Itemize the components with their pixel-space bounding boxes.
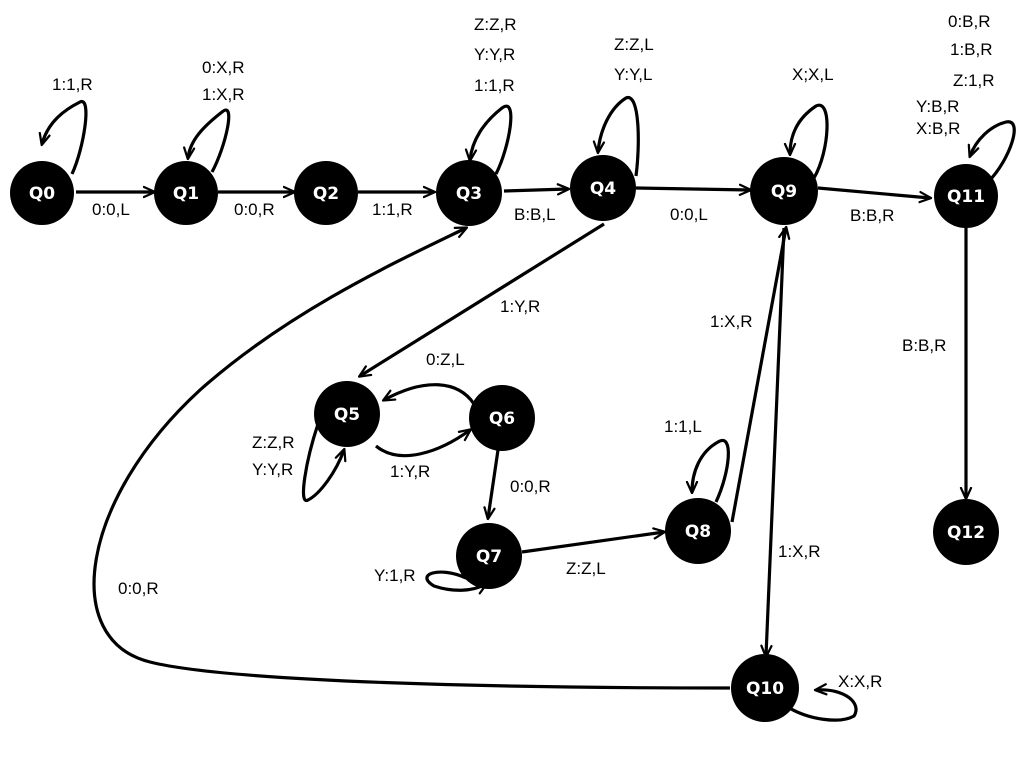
label-q4-q9: 0:0,L <box>670 205 708 224</box>
label-q4-q5: 1:Y,R <box>500 297 540 316</box>
edge-q4-self-loop <box>592 96 640 177</box>
label-q8-q9: 1:X,R <box>710 312 753 331</box>
edge-q1-self-loop <box>182 108 231 173</box>
state-q3-label: Q3 <box>456 184 482 204</box>
label-q3-self-3: 1:1,R <box>474 76 515 95</box>
label-q11-q12: B:B,R <box>902 336 946 355</box>
label-q6-q5: 0:Z,L <box>426 350 465 369</box>
label-q4-self-2: Y:Y,L <box>614 65 652 84</box>
label-q11-self-4: Y:B,R <box>916 97 959 116</box>
label-q10-self: X:X,R <box>838 672 882 691</box>
label-q7-q8: Z:Z,L <box>566 559 606 578</box>
state-q10: Q10 <box>731 654 799 722</box>
state-q4-label: Q4 <box>590 179 616 199</box>
edge-q10-self-loop <box>785 683 858 722</box>
edge-q5-to-q6 <box>374 428 473 458</box>
edge-q8-to-q9 <box>730 225 791 523</box>
label-q0-self: 1:1,R <box>52 75 93 94</box>
label-q3-self-2: Y:Y,R <box>474 45 515 64</box>
edge-q7-self-loop <box>425 570 489 595</box>
state-q12: Q12 <box>933 499 999 565</box>
state-q5: Q5 <box>314 381 380 447</box>
state-q5-label: Q5 <box>334 405 360 425</box>
state-q9-label: Q9 <box>771 182 797 202</box>
edge-q8-self-loop <box>685 438 730 503</box>
label-q0-q1: 0:0,L <box>92 200 130 219</box>
transition-edges <box>38 96 1016 722</box>
state-q1: Q1 <box>154 161 218 225</box>
edge-q5-self-loop <box>301 423 347 502</box>
state-q9: Q9 <box>750 157 818 225</box>
state-q0-label: Q0 <box>29 184 55 204</box>
edge-q11-self-loop <box>967 120 1016 184</box>
edge-q3-self-loop <box>464 104 513 175</box>
state-q12-label: Q12 <box>947 523 985 543</box>
edge-q4-to-q5 <box>357 222 605 378</box>
label-q2-q3: 1:1,R <box>372 200 413 219</box>
label-q9-self: X;X,L <box>792 65 834 84</box>
label-q9-q11: B:B,R <box>850 206 894 225</box>
label-q3-self-1: Z:Z,R <box>474 15 517 34</box>
label-q8-self: 1:1,L <box>664 417 702 436</box>
state-q11-label: Q11 <box>947 187 985 207</box>
label-q6-q7: 0:0,R <box>510 477 551 496</box>
edge-q6-to-q5 <box>381 383 476 405</box>
label-q9-q10: 1:X,R <box>778 542 821 561</box>
state-q4: Q4 <box>570 155 636 221</box>
edge-q6-to-q7 <box>483 449 500 521</box>
label-q7-self: Y:1,R <box>374 566 416 585</box>
state-q11: Q11 <box>934 164 998 228</box>
edge-q10-to-q3 <box>92 226 731 690</box>
label-q1-q2: 0:0,R <box>234 200 275 219</box>
edge-q7-to-q8 <box>521 527 667 554</box>
state-q6: Q6 <box>469 385 535 451</box>
label-q4-self-1: Z:Z,L <box>614 35 654 54</box>
edge-q4-to-q9 <box>635 183 753 196</box>
state-q2: Q2 <box>294 161 358 225</box>
state-nodes: Q0 Q1 Q2 Q3 Q4 Q9 Q11 Q5 <box>10 155 999 722</box>
label-q10-q3: 0:0,R <box>118 579 159 598</box>
label-q5-self-2: Y:Y,R <box>252 460 293 479</box>
state-q8: Q8 <box>665 498 731 564</box>
state-q2-label: Q2 <box>313 184 339 204</box>
state-q0: Q0 <box>10 161 74 225</box>
edge-q0-self-loop <box>38 100 88 175</box>
label-q5-self-1: Z:Z,R <box>252 433 295 452</box>
label-q11-self-2: 1:B,R <box>950 40 993 59</box>
edge-q9-to-q11 <box>817 186 933 204</box>
state-q1-label: Q1 <box>173 184 199 204</box>
state-q7-label: Q7 <box>476 547 502 567</box>
label-q3-q4: B:B,L <box>514 205 556 224</box>
label-q5-q6: 1:Y,R <box>390 462 430 481</box>
state-q3: Q3 <box>436 160 502 226</box>
state-q10-label: Q10 <box>746 679 784 699</box>
edge-q9-self-loop <box>783 103 829 179</box>
edge-q3-to-q4 <box>503 183 571 196</box>
transition-labels: 1:1,R 0:0,L 0:X,R 1:X,R 0:0,R 1:1,R Z:Z,… <box>52 12 995 691</box>
label-q1-self-2: 1:X,R <box>202 85 245 104</box>
label-q11-self-3: Z:1,R <box>953 71 995 90</box>
label-q11-self-5: X:B,R <box>916 119 960 138</box>
state-q6-label: Q6 <box>489 409 515 429</box>
state-q7: Q7 <box>456 523 522 589</box>
state-q8-label: Q8 <box>685 522 711 542</box>
edge-q9-to-q10 <box>760 227 786 659</box>
label-q11-self-1: 0:B,R <box>948 12 991 31</box>
label-q1-self-1: 0:X,R <box>202 58 245 77</box>
